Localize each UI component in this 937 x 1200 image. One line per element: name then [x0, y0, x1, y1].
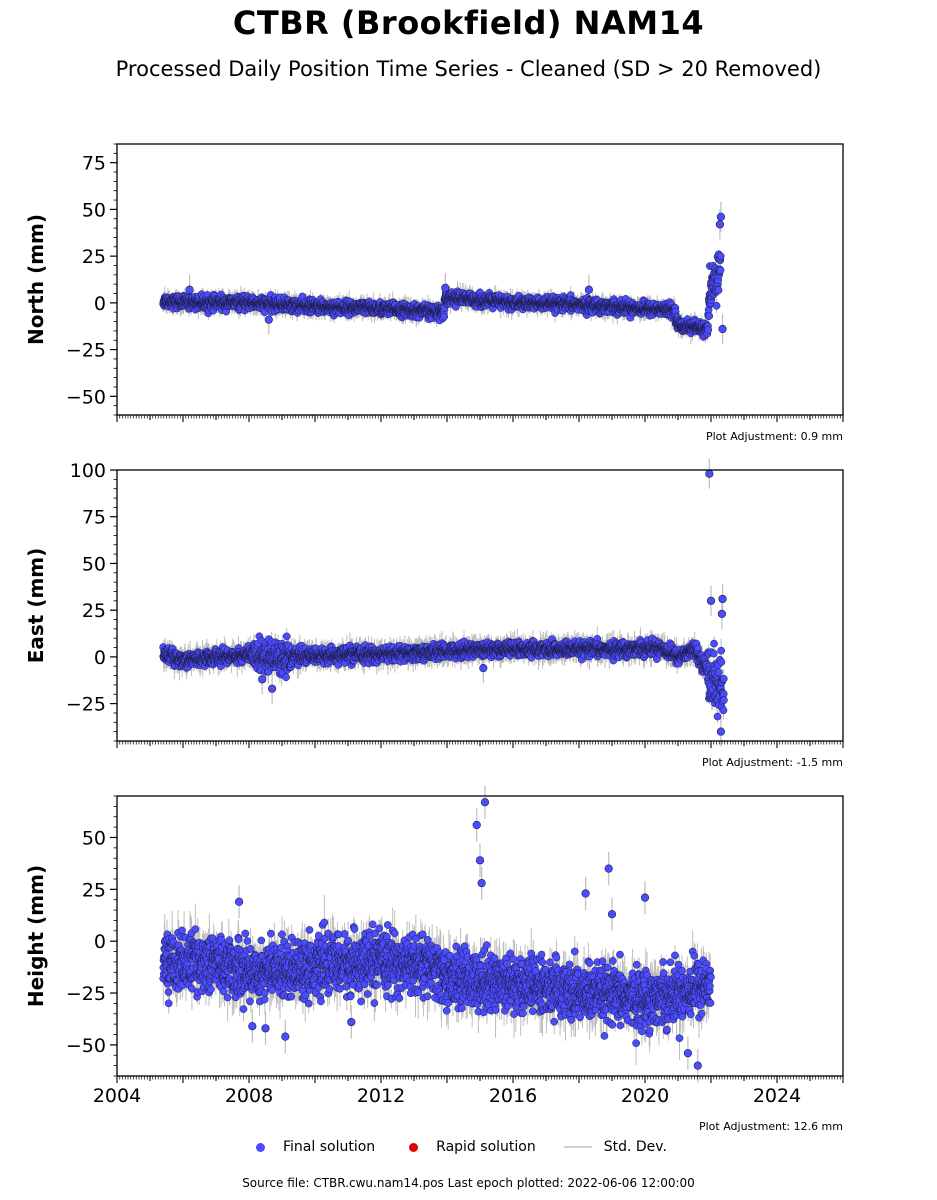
- plot-adjustment-note: Plot Adjustment: 0.9 mm: [706, 430, 843, 443]
- std-dev-bars-east: [163, 459, 724, 747]
- outlier-point: [442, 284, 450, 292]
- y-axis-label: North (mm): [24, 214, 48, 345]
- data-point: [715, 287, 722, 294]
- points-north: [160, 213, 727, 340]
- y-tick-label: 25: [82, 246, 106, 268]
- outlier-point: [585, 286, 593, 294]
- outlier-point: [186, 286, 194, 294]
- y-tick-label: 0: [94, 293, 106, 315]
- data-point: [441, 313, 448, 320]
- data-point: [717, 252, 724, 259]
- data-point: [706, 312, 713, 319]
- data-point: [717, 267, 724, 274]
- y-tick-label: −25: [66, 340, 106, 362]
- panel-north: 75 50 25 0 −25 −50 North (mm) Plot Adjustment: …: [24, 144, 843, 443]
- outlier-point: [719, 325, 727, 333]
- std-dev-bars-north: [163, 202, 722, 344]
- data-point: [713, 302, 720, 309]
- y-tick-label: −50: [66, 386, 106, 408]
- outlier-point: [717, 213, 725, 221]
- outlier-point: [265, 316, 273, 324]
- data-point: [705, 326, 712, 333]
- axes-frame-north: [117, 144, 843, 415]
- y-tick-label: 75: [82, 153, 106, 175]
- y-tick-label: 50: [82, 199, 106, 221]
- outlier-point: [716, 221, 724, 229]
